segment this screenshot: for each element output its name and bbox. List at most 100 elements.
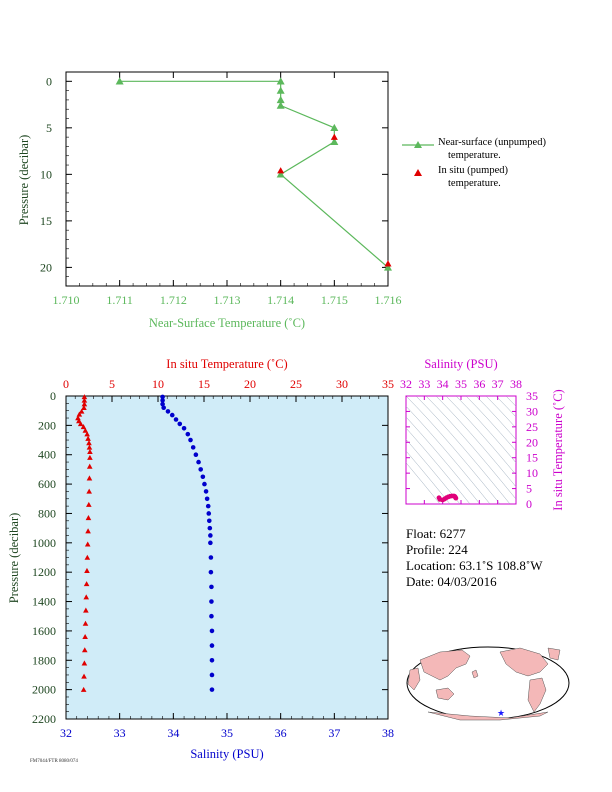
salinity-point (169, 412, 175, 418)
temperature-point (81, 647, 88, 653)
salinity-point (209, 643, 215, 648)
near-surface-point (276, 86, 285, 94)
profile-number: Profile: 224 (406, 542, 468, 557)
salinity-point (185, 431, 191, 437)
density-contour (425, 396, 516, 500)
salinity-point (181, 426, 187, 431)
float-info: Float: 6277 Profile: 224 Location: 63.1˚… (406, 526, 542, 590)
salinity-point (196, 459, 201, 465)
ts-x-axis-label: Salinity (PSU) (424, 357, 497, 371)
salinity-tick-label: 38 (382, 726, 394, 740)
top-y-ticks: 0 5 10 15 20 (40, 74, 388, 277)
top-series (115, 77, 392, 271)
top-plot-frame (65, 71, 389, 287)
temperature-point (82, 427, 89, 433)
density-contour (475, 396, 516, 440)
salinity-point (206, 511, 212, 516)
temperature-tick-label: 35 (382, 377, 394, 391)
density-contour (445, 396, 516, 476)
density-contour (485, 396, 516, 429)
pressure-tick-label: 1200 (32, 565, 56, 579)
temperature-point (86, 501, 92, 507)
near-surface-temperature-plot: 1.710 1.711 1.712 1.713 1.714 1.715 1.716 0 5 10… (17, 71, 402, 330)
temperature-point (77, 421, 84, 427)
salinity-point (177, 421, 183, 427)
salinity-point (205, 503, 211, 509)
density-contours (406, 396, 612, 524)
map-land (407, 647, 561, 721)
density-contour (536, 396, 612, 524)
temperature-point (84, 541, 91, 547)
salinity-point (160, 401, 165, 407)
density-contour (406, 405, 491, 504)
ts-y-tick-label: 20 (526, 435, 538, 449)
pressure-tick-label: 600 (38, 477, 56, 491)
temperature-point (82, 620, 89, 626)
salinity-point (208, 540, 213, 546)
temperature-point (81, 401, 88, 407)
salinity-tick-label: 33 (114, 726, 126, 740)
profile-series (75, 394, 215, 692)
temperature-tick-label: 15 (198, 377, 210, 391)
world-map: ★ (406, 646, 570, 721)
salinity-point (208, 569, 214, 575)
float-id: Float: 6277 (406, 526, 466, 541)
temperature-tick-label: 25 (290, 377, 302, 391)
near-surface-point (276, 77, 285, 85)
temperature-point (86, 440, 92, 446)
temperature-tick-label: 5 (109, 377, 115, 391)
near-surface-point (276, 95, 285, 104)
salinity-point (209, 672, 215, 678)
salinity-point (160, 394, 165, 400)
density-contour (505, 396, 516, 407)
density-contour (526, 396, 612, 524)
density-contour (455, 396, 516, 464)
salinity-point (208, 533, 213, 538)
temperature-point (87, 454, 93, 460)
salinity-point (206, 518, 212, 524)
ts-points (436, 493, 459, 503)
temperature-point (83, 594, 90, 600)
salinity-point (209, 687, 215, 692)
temperature-point (80, 686, 87, 692)
ts-y-tick-label: 25 (526, 420, 538, 434)
top-y-tick-label: 10 (40, 167, 52, 181)
legend-in-situ-line2: temperature. (448, 178, 501, 189)
temperature-point (83, 581, 90, 587)
near-surface-point (330, 137, 339, 145)
ts-point (453, 495, 459, 501)
salinity-point (209, 584, 214, 590)
top-x-tick-label: 1.715 (321, 293, 348, 307)
pressure-tick-label: 1000 (32, 536, 56, 550)
top-x-tick-label: 1.716 (375, 293, 402, 307)
top-x-tick-label: 1.712 (160, 293, 187, 307)
near-surface-point (115, 77, 124, 85)
temperature-point (81, 673, 87, 679)
density-contour (406, 438, 461, 504)
pressure-tick-label: 1400 (32, 595, 56, 609)
ts-y-tick-label: 30 (526, 404, 538, 418)
salinity-axis-ticks: 32 33 34 35 36 37 38 (60, 713, 394, 740)
density-contour (406, 396, 501, 504)
temperature-point (81, 394, 88, 400)
green-triangle-line-icon (402, 141, 434, 148)
temperature-point (75, 415, 81, 421)
temperature-point (84, 554, 91, 560)
salinity-tick-label: 37 (328, 726, 340, 740)
temperature-point (87, 448, 93, 455)
salinity-point (209, 599, 214, 604)
pressure-tick-label: 200 (38, 418, 56, 432)
salinity-point (209, 628, 215, 634)
ts-x-tick-label: 35 (455, 377, 467, 391)
salinity-point (209, 613, 214, 619)
ts-y-tick-label: 35 (526, 389, 538, 403)
top-x-tick-label: 1.710 (53, 293, 80, 307)
top-x-tick-label: 1.714 (267, 293, 294, 307)
temperature-tick-label: 30 (336, 377, 348, 391)
salinity-point (188, 437, 193, 443)
pressure-tick-label: 1600 (32, 624, 56, 638)
temperature-point (85, 515, 92, 521)
float-location-star-icon: ★ (497, 708, 505, 718)
